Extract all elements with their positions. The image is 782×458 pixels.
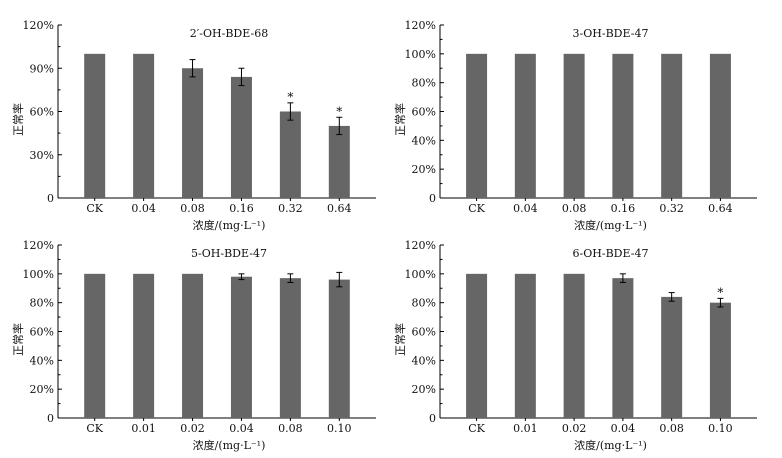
y-tick-label: 60% [30,326,54,339]
bar [612,278,634,418]
chart-title: 2′-OH-BDE-68 [190,27,268,40]
y-tick-label: 120% [23,19,54,32]
y-tick-label: 90% [30,62,54,75]
x-tick-label: 0.10 [327,422,352,435]
significance-mark: * [717,285,723,299]
significance-mark: * [287,90,293,104]
x-tick-label: 0.02 [180,422,205,435]
bar [514,53,536,199]
y-tick-label: 80% [30,297,54,310]
y-tick-label: 40% [412,354,436,367]
y-tick-label: 120% [23,239,54,252]
y-tick-label: 60% [30,106,54,119]
chart-panel-3: 0 20% 40% 60% 80% 100% 120% CK 0.01 0.02 0.04 0.08 0… [11,239,376,452]
y-tick-label: 20% [412,383,436,396]
x-tick-label: 0.64 [708,202,733,215]
bar [133,53,155,199]
chart-panel-2: 0 20% 40% 60% 80% 100% 120% CK 0.04 0.08 0.16 0.32 0… [393,19,757,232]
bar [182,68,204,198]
x-tick-label: 0.08 [562,202,587,215]
bar [661,53,683,199]
y-tick-label: 60% [412,106,436,119]
x-tick-label: 0.01 [131,422,156,435]
y-tick-label: 0 [47,192,54,205]
bar [709,53,731,199]
x-tick-label: 0.04 [611,422,636,435]
x-tick-label: CK [86,202,103,215]
chart-title: 3-OH-BDE-47 [573,27,649,40]
y-tick-label: 100% [405,268,436,281]
x-tick-label: 0.16 [229,202,254,215]
y-tick-label: 80% [412,77,436,90]
y-tick-label: 120% [405,239,436,252]
chart-panel-4: 0 20% 40% 60% 80% 100% 120% CK 0.01 0.02 0.04 0.08 *… [393,239,757,452]
y-tick-label: 0 [429,192,436,205]
bar [279,111,301,198]
bar [328,279,350,418]
bar [230,76,252,198]
bar [563,53,585,199]
y-tick-label: 30% [30,149,54,162]
x-tick-label: 0.08 [659,422,684,435]
bar [182,273,204,418]
x-tick-label: CK [86,422,103,435]
y-axis-label: 正常率 [393,323,407,356]
y-axis-label: 正常率 [11,323,25,356]
y-tick-label: 20% [412,163,436,176]
y-tick-label: 100% [405,48,436,61]
bar [133,273,155,418]
bar [279,278,301,418]
x-tick-label: 0.04 [513,202,538,215]
chart-panel-1: 0 30% 60% 90% 120% CK 0.04 0.08 0.16 * 0.32 * 0.64 2′… [11,19,376,232]
y-tick-label: 20% [30,383,54,396]
bar [709,302,731,418]
x-tick-label: 0.32 [659,202,684,215]
y-axis-label: 正常率 [393,103,407,136]
x-axis-label: 浓度/(mg·L⁻¹) [574,438,647,452]
x-tick-label: 0.04 [229,422,254,435]
bar [661,296,683,418]
y-tick-label: 0 [47,412,54,425]
x-tick-label: CK [468,422,485,435]
bar [84,53,106,199]
y-tick-label: 0 [429,412,436,425]
bar [230,276,252,418]
x-tick-label: CK [468,202,485,215]
y-tick-label: 120% [405,19,436,32]
x-tick-label: 0.64 [327,202,352,215]
x-axis-label: 浓度/(mg·L⁻¹) [193,438,266,452]
x-tick-label: 0.04 [131,202,156,215]
bar [563,273,585,418]
y-tick-label: 40% [412,134,436,147]
x-tick-label: 0.10 [708,422,733,435]
bar [612,53,634,199]
chart-title: 6-OH-BDE-47 [573,247,649,260]
x-tick-label: 0.16 [611,202,636,215]
y-tick-label: 60% [412,326,436,339]
x-tick-label: 0.08 [180,202,205,215]
x-tick-label: 0.32 [278,202,303,215]
chart-title: 5-OH-BDE-47 [191,247,267,260]
bar [328,125,350,198]
y-tick-label: 40% [30,354,54,367]
bar [514,273,536,418]
bar [84,273,106,418]
x-tick-label: 0.08 [278,422,303,435]
bar [466,273,488,418]
y-tick-label: 100% [23,268,54,281]
y-axis-label: 正常率 [11,103,25,136]
x-axis-label: 浓度/(mg·L⁻¹) [574,218,647,232]
x-axis-label: 浓度/(mg·L⁻¹) [193,218,266,232]
significance-mark: * [336,104,342,118]
x-tick-label: 0.02 [562,422,587,435]
y-tick-label: 80% [412,297,436,310]
x-tick-label: 0.01 [513,422,538,435]
bar [466,53,488,199]
